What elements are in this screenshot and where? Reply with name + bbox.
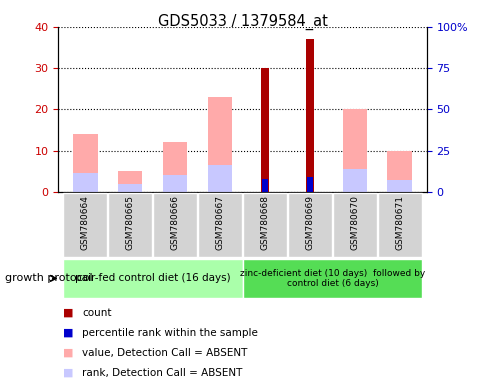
Text: value, Detection Call = ABSENT: value, Detection Call = ABSENT — [82, 348, 247, 358]
Text: GSM780671: GSM780671 — [394, 195, 404, 250]
Bar — [342, 109, 366, 192]
Bar — [207, 165, 232, 192]
Bar — [342, 169, 366, 192]
Text: rank, Detection Call = ABSENT: rank, Detection Call = ABSENT — [82, 368, 242, 378]
FancyBboxPatch shape — [242, 258, 422, 298]
Bar — [162, 175, 187, 192]
FancyBboxPatch shape — [332, 193, 376, 257]
Bar — [387, 180, 411, 192]
Text: GSM780668: GSM780668 — [260, 195, 269, 250]
Text: ■: ■ — [63, 308, 74, 318]
Bar — [305, 39, 313, 192]
FancyBboxPatch shape — [62, 258, 242, 298]
Text: GSM780667: GSM780667 — [215, 195, 224, 250]
Bar — [162, 142, 187, 192]
FancyBboxPatch shape — [108, 193, 152, 257]
FancyBboxPatch shape — [377, 193, 421, 257]
Text: count: count — [82, 308, 112, 318]
Text: percentile rank within the sample: percentile rank within the sample — [82, 328, 258, 338]
Bar — [118, 184, 142, 192]
Text: pair-fed control diet (16 days): pair-fed control diet (16 days) — [75, 273, 230, 283]
Bar — [73, 174, 97, 192]
FancyBboxPatch shape — [153, 193, 197, 257]
Text: ■: ■ — [63, 368, 74, 378]
Bar — [260, 68, 269, 192]
Text: GSM780664: GSM780664 — [80, 195, 90, 250]
Text: growth protocol: growth protocol — [5, 273, 92, 283]
Text: zinc-deficient diet (10 days)  followed by
control diet (6 days): zinc-deficient diet (10 days) followed b… — [239, 269, 424, 288]
Text: GSM780669: GSM780669 — [305, 195, 314, 250]
FancyBboxPatch shape — [287, 193, 331, 257]
Bar — [207, 97, 232, 192]
Bar — [306, 177, 312, 192]
FancyBboxPatch shape — [242, 193, 287, 257]
Text: ■: ■ — [63, 348, 74, 358]
Bar — [73, 134, 97, 192]
Bar — [118, 171, 142, 192]
Text: GSM780665: GSM780665 — [125, 195, 135, 250]
Text: GDS5033 / 1379584_at: GDS5033 / 1379584_at — [157, 13, 327, 30]
Bar — [262, 179, 267, 192]
Bar — [387, 151, 411, 192]
FancyBboxPatch shape — [197, 193, 242, 257]
Text: GSM780666: GSM780666 — [170, 195, 179, 250]
FancyBboxPatch shape — [63, 193, 107, 257]
Text: ■: ■ — [63, 328, 74, 338]
Text: GSM780670: GSM780670 — [349, 195, 359, 250]
